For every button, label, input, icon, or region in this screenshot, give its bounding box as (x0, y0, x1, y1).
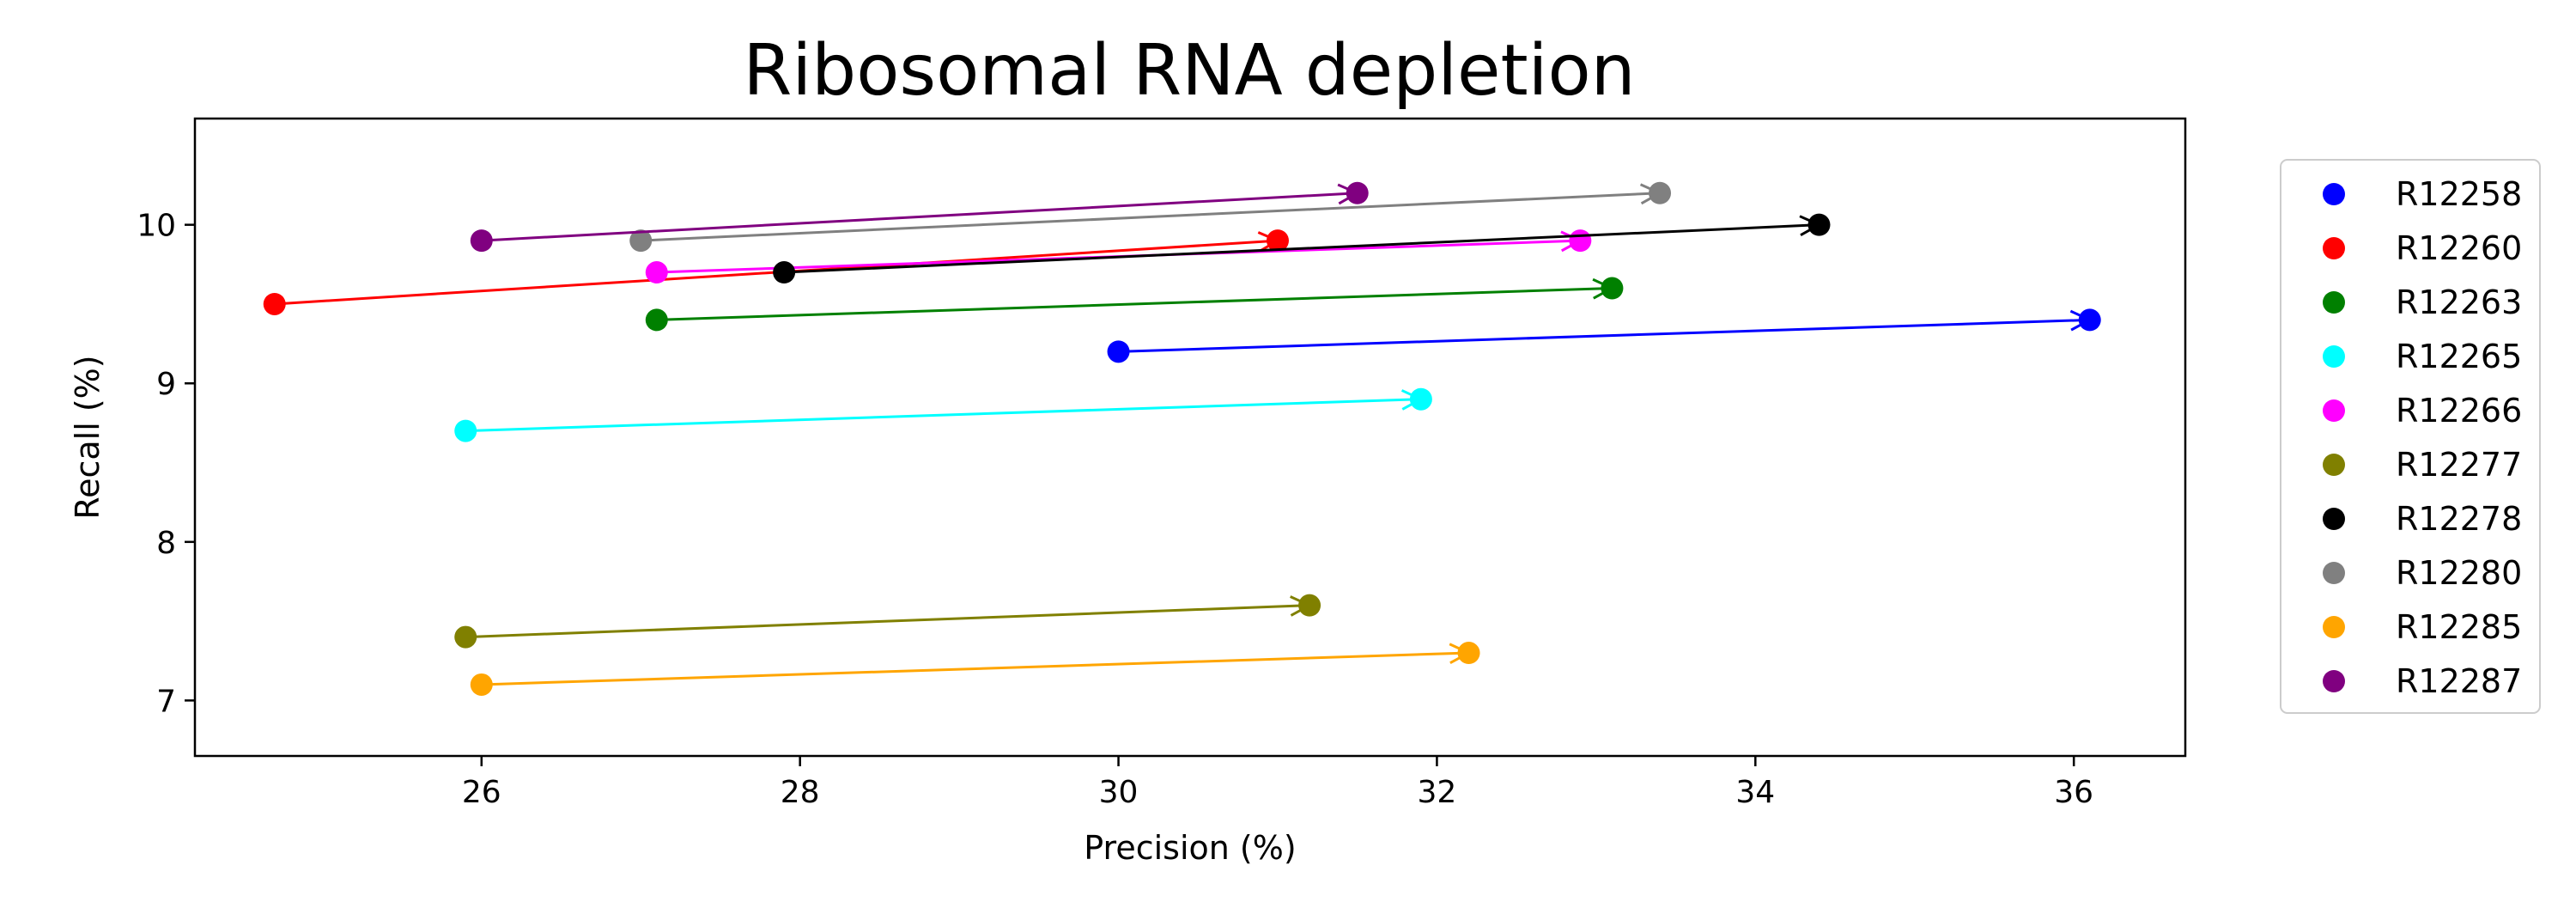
end-point (1807, 213, 1831, 236)
legend-item: R12258 (2323, 175, 2522, 213)
legend-item: R12287 (2323, 662, 2522, 700)
axis-ticks: 26 28 30 32 34 36 7 8 9 10 (137, 209, 2093, 810)
y-tick-label: 10 (137, 209, 176, 244)
start-point (645, 261, 668, 284)
start-point (454, 419, 477, 442)
series-R12258 (1107, 308, 2101, 363)
legend-marker (2323, 345, 2345, 368)
legend-item: R12277 (2323, 446, 2522, 484)
x-tick-label: 28 (781, 775, 820, 810)
legend-label: R12266 (2396, 392, 2522, 430)
plot-area-frame (193, 117, 2187, 758)
arrow-line (481, 192, 1358, 242)
start-point (263, 292, 286, 315)
arrow-line (1118, 318, 2090, 353)
legend-marker (2323, 616, 2345, 638)
legend-label: R12285 (2396, 608, 2522, 646)
arrow-line (641, 192, 1661, 242)
y-tick-label: 8 (156, 526, 176, 561)
legend-marker (2323, 291, 2345, 314)
x-tick-label: 34 (1735, 775, 1775, 810)
x-tick-label: 26 (462, 775, 501, 810)
start-point (454, 625, 477, 649)
y-tick-label: 9 (156, 367, 176, 402)
legend-marker (2323, 562, 2345, 584)
legend: R12258 R12260 R12263 R12265 R12266 R12277 R122… (2280, 159, 2541, 714)
legend-label: R12260 (2396, 229, 2522, 267)
start-point (629, 229, 653, 253)
legend-label: R12265 (2396, 338, 2522, 375)
end-point (1601, 277, 1624, 300)
start-point (470, 229, 493, 253)
legend-marker (2323, 183, 2345, 205)
start-point (470, 673, 493, 696)
end-point (1569, 229, 1592, 253)
series-R12280 (629, 181, 1672, 253)
end-point (1457, 642, 1480, 665)
end-point (1649, 181, 1672, 204)
series-R12277 (454, 594, 1321, 649)
legend-label: R12280 (2396, 554, 2522, 592)
x-tick-label: 30 (1099, 775, 1139, 810)
legend-item: R12265 (2323, 338, 2522, 375)
legend-marker (2323, 399, 2345, 422)
legend-item: R12285 (2323, 608, 2522, 646)
legend-label: R12258 (2396, 175, 2522, 213)
legend-marker (2323, 670, 2345, 692)
series-R12278 (773, 213, 1831, 284)
x-tick-label: 36 (2054, 775, 2093, 810)
x-axis-label: Precision (%) (1084, 829, 1296, 867)
legend-label: R12277 (2396, 446, 2522, 484)
legend-item: R12260 (2323, 229, 2522, 267)
end-point (1346, 181, 1369, 204)
start-point (645, 308, 668, 332)
series-R12265 (454, 387, 1432, 442)
series-layer (263, 181, 2101, 696)
legend-frame (2280, 159, 2541, 714)
series-R12287 (470, 181, 1369, 253)
series-R12285 (470, 642, 1480, 696)
legend-item: R12263 (2323, 283, 2522, 321)
legend-marker (2323, 508, 2345, 530)
legend-item: R12278 (2323, 500, 2522, 538)
arrow-line (465, 604, 1310, 639)
arrow-line (784, 223, 1820, 274)
y-axis-label: Recall (%) (69, 355, 106, 519)
x-tick-label: 32 (1418, 775, 1457, 810)
legend-marker (2323, 454, 2345, 476)
arrow-line (656, 286, 1613, 321)
y-tick-label: 7 (156, 684, 176, 719)
end-point (1266, 229, 1289, 253)
chart-title: Ribosomal RNA depletion (743, 30, 1635, 112)
series-R12263 (645, 277, 1624, 332)
legend-label: R12287 (2396, 662, 2522, 700)
arrow-line (465, 398, 1421, 433)
end-point (1409, 387, 1432, 411)
legend-label: R12263 (2396, 283, 2522, 321)
end-point (2078, 308, 2101, 332)
legend-item: R12266 (2323, 392, 2522, 430)
arrow-line (481, 651, 1469, 686)
end-point (1298, 594, 1321, 617)
start-point (1107, 340, 1130, 363)
legend-item: R12280 (2323, 554, 2522, 592)
legend-marker (2323, 237, 2345, 259)
legend-items: R12258 R12260 R12263 R12265 R12266 R12277 R122… (2323, 175, 2522, 700)
start-point (773, 261, 796, 284)
legend-label: R12278 (2396, 500, 2522, 538)
